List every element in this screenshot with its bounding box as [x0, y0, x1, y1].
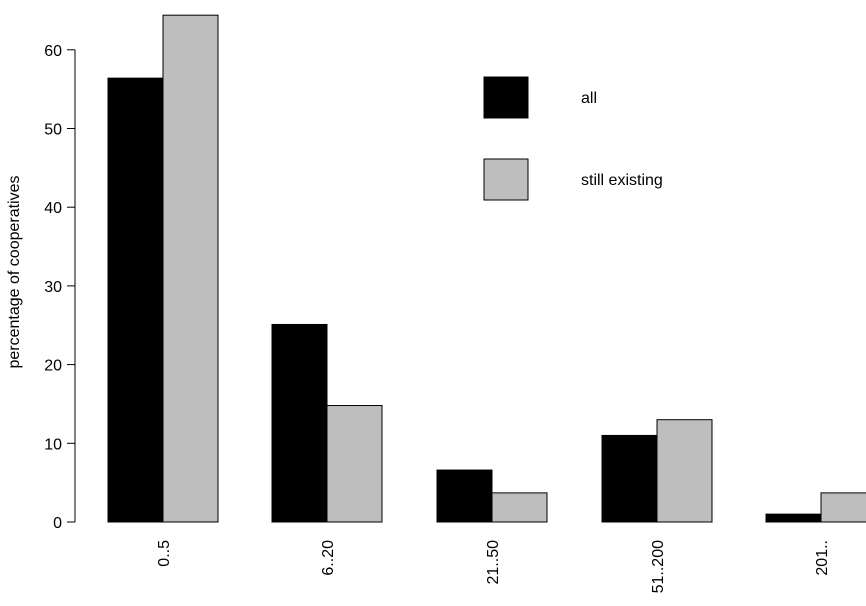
y-tick-label: 20 [44, 358, 62, 375]
bar-all-2 [436, 469, 493, 523]
x-category-label: 6..20 [320, 540, 337, 576]
bars [107, 14, 866, 523]
y-axis-title: percentage of cooperatives [6, 175, 23, 368]
legend-label-all: all [581, 90, 597, 107]
bar-all-1 [271, 323, 328, 523]
y-ticks: 0 10 20 30 40 50 60 [44, 43, 75, 532]
x-category-label: 51..200 [650, 540, 667, 593]
legend: all still existing [483, 76, 663, 201]
y-tick-label: 60 [44, 43, 62, 60]
bar-still-existing-3 [656, 419, 713, 523]
bar-still-existing-4 [820, 492, 866, 523]
bar-still-existing-0 [162, 14, 219, 523]
x-category-label: 0..5 [156, 540, 173, 567]
bar-all-0 [107, 77, 164, 523]
bar-all-3 [601, 434, 658, 523]
y-tick-label: 30 [44, 279, 62, 296]
y-tick-label: 50 [44, 122, 62, 139]
y-tick-label: 10 [44, 436, 62, 453]
legend-swatch-still-existing [483, 158, 529, 201]
y-axis: 0 10 20 30 40 50 60 percentage of cooperatives [6, 43, 76, 532]
x-category-label: 21..50 [485, 540, 502, 585]
y-tick-label: 0 [53, 515, 62, 532]
bar-all-4 [765, 513, 822, 523]
y-tick-label: 40 [44, 200, 62, 217]
legend-swatch-all [483, 76, 529, 119]
legend-label-still-existing: still existing [581, 172, 663, 189]
bar-still-existing-1 [326, 405, 383, 523]
x-axis-labels: 0..5 6..20 21..50 51..200 201.. [156, 540, 831, 593]
bar-still-existing-2 [491, 492, 548, 523]
x-category-label: 201.. [814, 540, 831, 576]
